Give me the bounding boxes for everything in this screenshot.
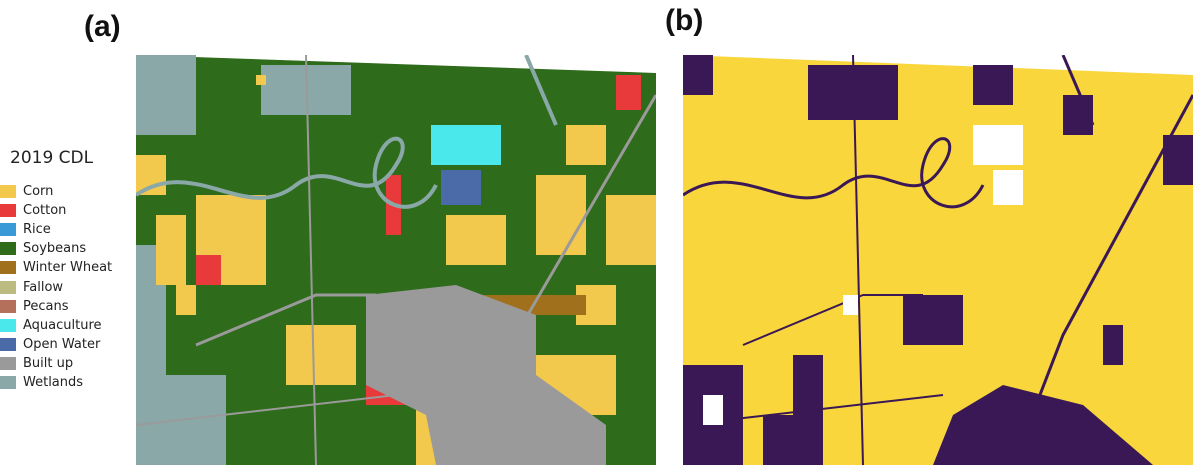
crop-noncrop-map xyxy=(683,55,1193,465)
noncrop-area xyxy=(973,65,1013,105)
legend-label: Pecans xyxy=(23,298,69,314)
legend-item: Open Water xyxy=(0,335,125,354)
legend-item: Soybeans xyxy=(0,239,125,258)
legend-item: Fallow xyxy=(0,277,125,296)
river-channel xyxy=(136,136,438,209)
noncrop-linear-features xyxy=(683,55,1193,465)
legend-item: Aquaculture xyxy=(0,316,125,335)
road xyxy=(742,294,923,346)
corn-field xyxy=(176,285,196,315)
legend-label: Corn xyxy=(23,184,54,200)
noncrop-area xyxy=(933,385,1153,465)
cdl-land-cover-map xyxy=(136,55,656,465)
legend-swatch xyxy=(0,337,16,351)
legend-item: Corn xyxy=(0,182,125,201)
legend-items: Corn Cotton Rice Soybeans Winter Wheat Fallow… xyxy=(0,182,125,392)
legend-item: Wetlands xyxy=(0,373,125,392)
legend-label: Fallow xyxy=(23,279,64,295)
corn-field xyxy=(536,175,586,255)
legend-title: 2019 CDL xyxy=(10,148,94,168)
legend-label: Winter Wheat xyxy=(23,260,113,276)
legend-item: Cotton xyxy=(0,201,125,220)
aquaculture-pond xyxy=(431,125,501,165)
wetlands-area xyxy=(136,55,196,135)
noncrop-area xyxy=(1103,325,1123,365)
corn-field xyxy=(286,325,356,385)
cdl-legend: 2019 CDL Corn Cotton Rice Soybeans Winter Wh… xyxy=(0,148,125,392)
cotton-field xyxy=(196,255,221,285)
panel-a-label: (a) xyxy=(84,10,121,43)
legend-swatch xyxy=(0,261,16,275)
built-up-area xyxy=(366,285,606,465)
nodata-area xyxy=(973,125,1023,165)
legend-item: Built up xyxy=(0,354,125,373)
legend-label: Rice xyxy=(23,222,51,238)
noncrop-area xyxy=(683,55,713,95)
nodata-area xyxy=(703,395,723,425)
road xyxy=(852,55,864,465)
corn-field xyxy=(606,195,656,265)
road xyxy=(464,94,656,465)
legend-item: Pecans xyxy=(0,297,125,316)
legend-label: Wetlands xyxy=(23,374,84,390)
legend-swatch xyxy=(0,223,16,237)
road xyxy=(136,394,397,426)
open-water xyxy=(441,170,481,205)
legend-label: Open Water xyxy=(23,336,101,352)
nodata-area xyxy=(843,295,858,315)
legend-swatch xyxy=(0,375,16,389)
legend-item: Rice xyxy=(0,220,125,239)
cotton-field xyxy=(616,75,641,110)
nodata-areas xyxy=(703,125,1023,425)
road xyxy=(1011,94,1193,465)
legend-swatch xyxy=(0,356,16,370)
legend-label: Aquaculture xyxy=(23,317,102,333)
legend-label: Cotton xyxy=(23,203,67,219)
noncrop-area xyxy=(903,295,963,345)
legend-swatch xyxy=(0,242,16,256)
river-channel xyxy=(1061,55,1095,126)
crop-background-area xyxy=(683,55,1193,465)
corn-field xyxy=(566,125,606,165)
nodata-area xyxy=(993,170,1023,205)
river-channel xyxy=(524,55,558,126)
corn-field xyxy=(446,215,506,265)
legend-label: Soybeans xyxy=(23,241,87,257)
legend-label: Built up xyxy=(23,355,74,371)
river-channel xyxy=(683,137,985,209)
road xyxy=(683,394,944,426)
corn-field xyxy=(256,75,266,85)
road xyxy=(195,293,376,347)
road xyxy=(305,55,317,465)
legend-swatch xyxy=(0,204,16,218)
legend-item: Winter Wheat xyxy=(0,258,125,277)
legend-swatch xyxy=(0,185,16,199)
legend-swatch xyxy=(0,299,16,313)
legend-swatch xyxy=(0,280,16,294)
panel-b-label: (b) xyxy=(665,4,704,37)
legend-swatch xyxy=(0,318,16,332)
corn-field xyxy=(156,215,186,285)
